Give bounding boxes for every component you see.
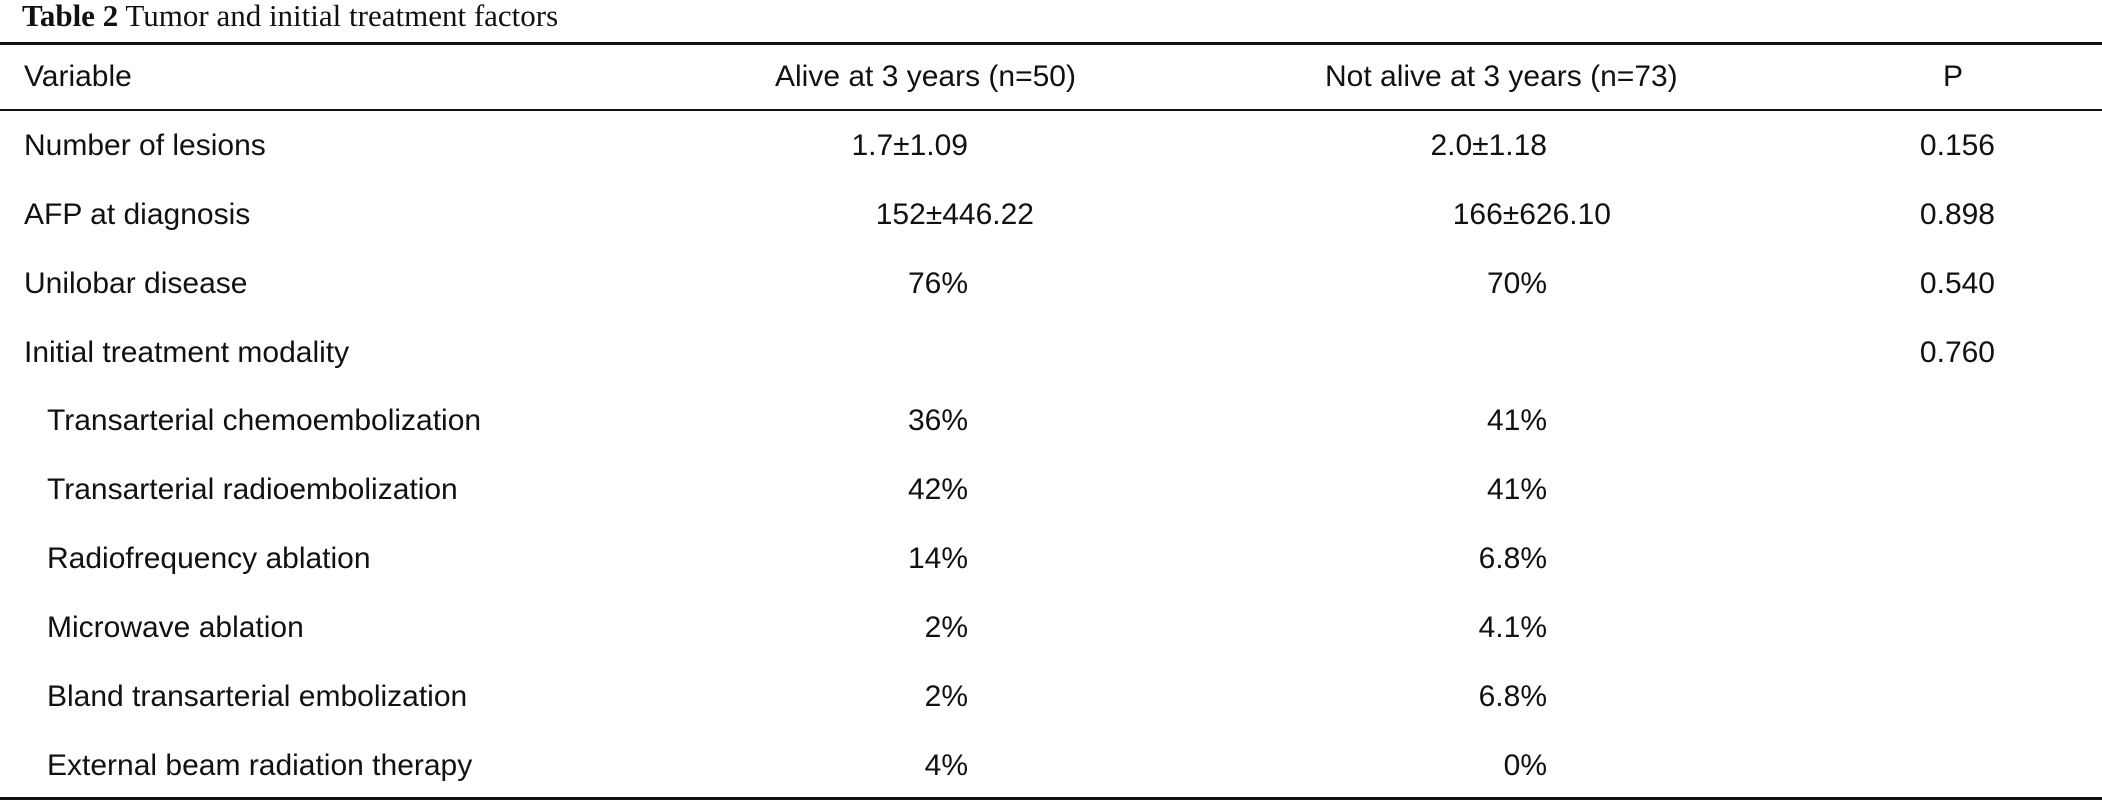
- row-not-alive-value: 0%: [1503, 749, 1547, 782]
- row-variable: Bland transarterial embolization: [47, 680, 468, 713]
- row-alive-value: 76%: [907, 267, 968, 300]
- row-not-alive-value: 70%: [1486, 267, 1547, 300]
- row-variable: External beam radiation therapy: [47, 749, 473, 782]
- table-caption-title: Tumor and initial treatment factors: [125, 0, 559, 33]
- row-variable: Microwave ablation: [47, 611, 304, 644]
- table-row: Transarterial chemoembolization 36% 41%: [0, 401, 2102, 441]
- row-not-alive-value: 41%: [1486, 473, 1547, 506]
- row-alive-value: 2%: [924, 611, 968, 644]
- table-row: Initial treatment modality 0.760: [0, 333, 2102, 373]
- row-p-value: 0.760: [1919, 336, 1995, 369]
- row-variable: Radiofrequency ablation: [47, 542, 371, 575]
- header-not-alive: Not alive at 3 years (n=73): [1325, 60, 1678, 93]
- row-not-alive-value: 6.8%: [1478, 680, 1547, 713]
- header-p: P: [1943, 60, 1964, 93]
- row-alive-value: 42%: [907, 473, 968, 506]
- row-variable: Number of lesions: [24, 129, 266, 162]
- header-alive: Alive at 3 years (n=50): [775, 60, 1076, 93]
- table-row: Microwave ablation 2% 4.1%: [0, 608, 2102, 648]
- row-alive-value: 4%: [924, 749, 968, 782]
- row-not-alive-value: 166±626.10: [1452, 198, 1611, 231]
- row-not-alive-value: 6.8%: [1478, 542, 1547, 575]
- table-row: Number of lesions 1.7±1.09 2.0±1.18 0.15…: [0, 126, 2102, 166]
- row-variable: AFP at diagnosis: [24, 198, 251, 231]
- row-variable: Transarterial chemoembolization: [47, 404, 482, 437]
- row-not-alive-value: 2.0±1.18: [1430, 129, 1547, 162]
- row-variable: Unilobar disease: [24, 267, 248, 300]
- row-alive-value: 1.7±1.09: [851, 129, 968, 162]
- row-not-alive-value: 41%: [1486, 404, 1547, 437]
- table-header-row: Variable Alive at 3 years (n=50) Not ali…: [0, 57, 2102, 97]
- table-caption: Table 2 Tumor and initial treatment fact…: [22, 0, 558, 32]
- row-not-alive-value: 4.1%: [1478, 611, 1547, 644]
- row-alive-value: 14%: [907, 542, 968, 575]
- table-top-rule: [0, 42, 2102, 45]
- table-bottom-rule: [0, 797, 2102, 800]
- row-p-value: 0.898: [1919, 198, 1995, 231]
- row-alive-value: 2%: [924, 680, 968, 713]
- row-alive-value: 152±446.22: [875, 198, 1034, 231]
- row-variable: Transarterial radioembolization: [47, 473, 458, 506]
- table-row: AFP at diagnosis 152±446.22 166±626.10 0…: [0, 195, 2102, 235]
- table-row: Unilobar disease 76% 70% 0.540: [0, 264, 2102, 304]
- table-header-rule: [0, 109, 2102, 111]
- row-p-value: 0.540: [1919, 267, 1995, 300]
- table-row: Transarterial radioembolization 42% 41%: [0, 470, 2102, 510]
- table-row: External beam radiation therapy 4% 0%: [0, 746, 2102, 786]
- row-p-value: 0.156: [1919, 129, 1995, 162]
- table-caption-label: Table 2: [22, 0, 119, 33]
- row-alive-value: 36%: [907, 404, 968, 437]
- header-variable: Variable: [24, 60, 132, 93]
- table-row: Bland transarterial embolization 2% 6.8%: [0, 677, 2102, 717]
- table-row: Radiofrequency ablation 14% 6.8%: [0, 539, 2102, 579]
- row-variable: Initial treatment modality: [24, 336, 350, 369]
